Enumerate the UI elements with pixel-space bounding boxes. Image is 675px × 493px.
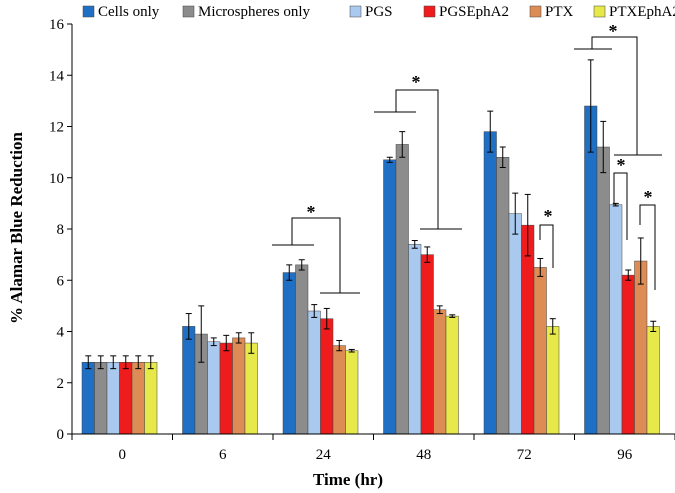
bar — [508, 213, 522, 435]
bar — [320, 318, 334, 435]
bar — [295, 264, 309, 435]
significance-bracket — [395, 89, 439, 229]
x-tick-label: 6 — [219, 447, 227, 463]
legend-swatch — [182, 5, 195, 18]
legend: Cells only Microspheres only PGS PGSEphA2 PT… — [82, 4, 675, 20]
x-tick-label: 24 — [316, 447, 332, 463]
significance-star: * — [544, 206, 553, 226]
legend-label: PGS — [365, 4, 393, 20]
bar — [182, 326, 196, 435]
y-tick-label: 4 — [57, 325, 65, 341]
bar — [408, 244, 422, 435]
significance-bracket — [291, 217, 341, 293]
bar — [244, 342, 258, 435]
legend-swatch — [593, 5, 606, 18]
significance-star: * — [617, 155, 626, 175]
bar — [533, 267, 547, 435]
y-tick-label: 8 — [57, 222, 65, 238]
x-axis-title: Time (hr) — [313, 470, 383, 489]
bar — [81, 362, 95, 435]
bar — [219, 342, 233, 435]
bar — [596, 146, 610, 435]
x-tick-label: 96 — [617, 447, 633, 463]
y-tick-label: 10 — [49, 171, 64, 187]
x-tick-label: 0 — [119, 447, 127, 463]
legend-label: PTXEphA2 — [609, 4, 675, 20]
bar — [634, 260, 648, 435]
bar — [546, 326, 560, 435]
y-tick-label: 12 — [49, 120, 64, 136]
bar — [119, 362, 133, 435]
bar — [395, 144, 409, 435]
legend-label: PTX — [545, 4, 574, 20]
bar — [144, 362, 158, 435]
legend-label: Microspheres only — [198, 4, 311, 20]
bar — [131, 362, 145, 435]
significance-bracket — [591, 36, 638, 155]
bar — [609, 204, 623, 435]
error-bars-layer — [85, 59, 657, 370]
significance-bracket — [639, 204, 656, 290]
bar — [383, 159, 397, 435]
significance-star: * — [609, 21, 618, 41]
legend-label: Cells only — [98, 4, 160, 20]
bar — [584, 105, 598, 435]
bar — [621, 274, 635, 435]
bar — [496, 157, 510, 435]
y-axis-title: % Alamar Blue Reduction — [7, 132, 26, 324]
significance-annotations: * * * * * * — [272, 21, 662, 294]
legend-swatch — [349, 5, 362, 18]
bar — [106, 362, 120, 435]
legend-swatch — [423, 5, 436, 18]
y-tick-label: 14 — [49, 68, 65, 84]
x-tick-label: 48 — [416, 447, 431, 463]
legend-label: PGSEphA2 — [439, 4, 509, 20]
bar — [521, 224, 535, 435]
y-tick-label: 16 — [49, 17, 65, 33]
bar — [307, 310, 321, 435]
legend-swatch — [529, 5, 542, 18]
bar — [445, 315, 459, 435]
significance-bracket — [539, 224, 554, 268]
bar — [332, 345, 346, 435]
bar — [646, 326, 660, 435]
bar — [207, 341, 221, 435]
y-tick-label: 0 — [57, 427, 65, 443]
bar — [420, 254, 434, 435]
x-axis-ticks: 0 6 24 48 72 96 — [71, 434, 675, 463]
significance-bracket — [613, 172, 628, 240]
significance-star: * — [412, 72, 421, 92]
bar — [433, 309, 447, 435]
significance-star: * — [644, 187, 653, 207]
significance-star: * — [307, 202, 316, 222]
bar — [232, 337, 246, 435]
y-tick-label: 2 — [57, 376, 65, 392]
y-tick-label: 6 — [57, 273, 65, 289]
legend-swatch — [82, 5, 95, 18]
bar — [483, 131, 497, 435]
y-axis-ticks: 0 2 4 6 8 10 12 14 16 — [49, 17, 72, 443]
x-tick-label: 72 — [517, 447, 532, 463]
bar — [282, 272, 296, 435]
bar — [345, 350, 359, 435]
bars-layer — [81, 105, 660, 435]
bar — [94, 362, 108, 435]
